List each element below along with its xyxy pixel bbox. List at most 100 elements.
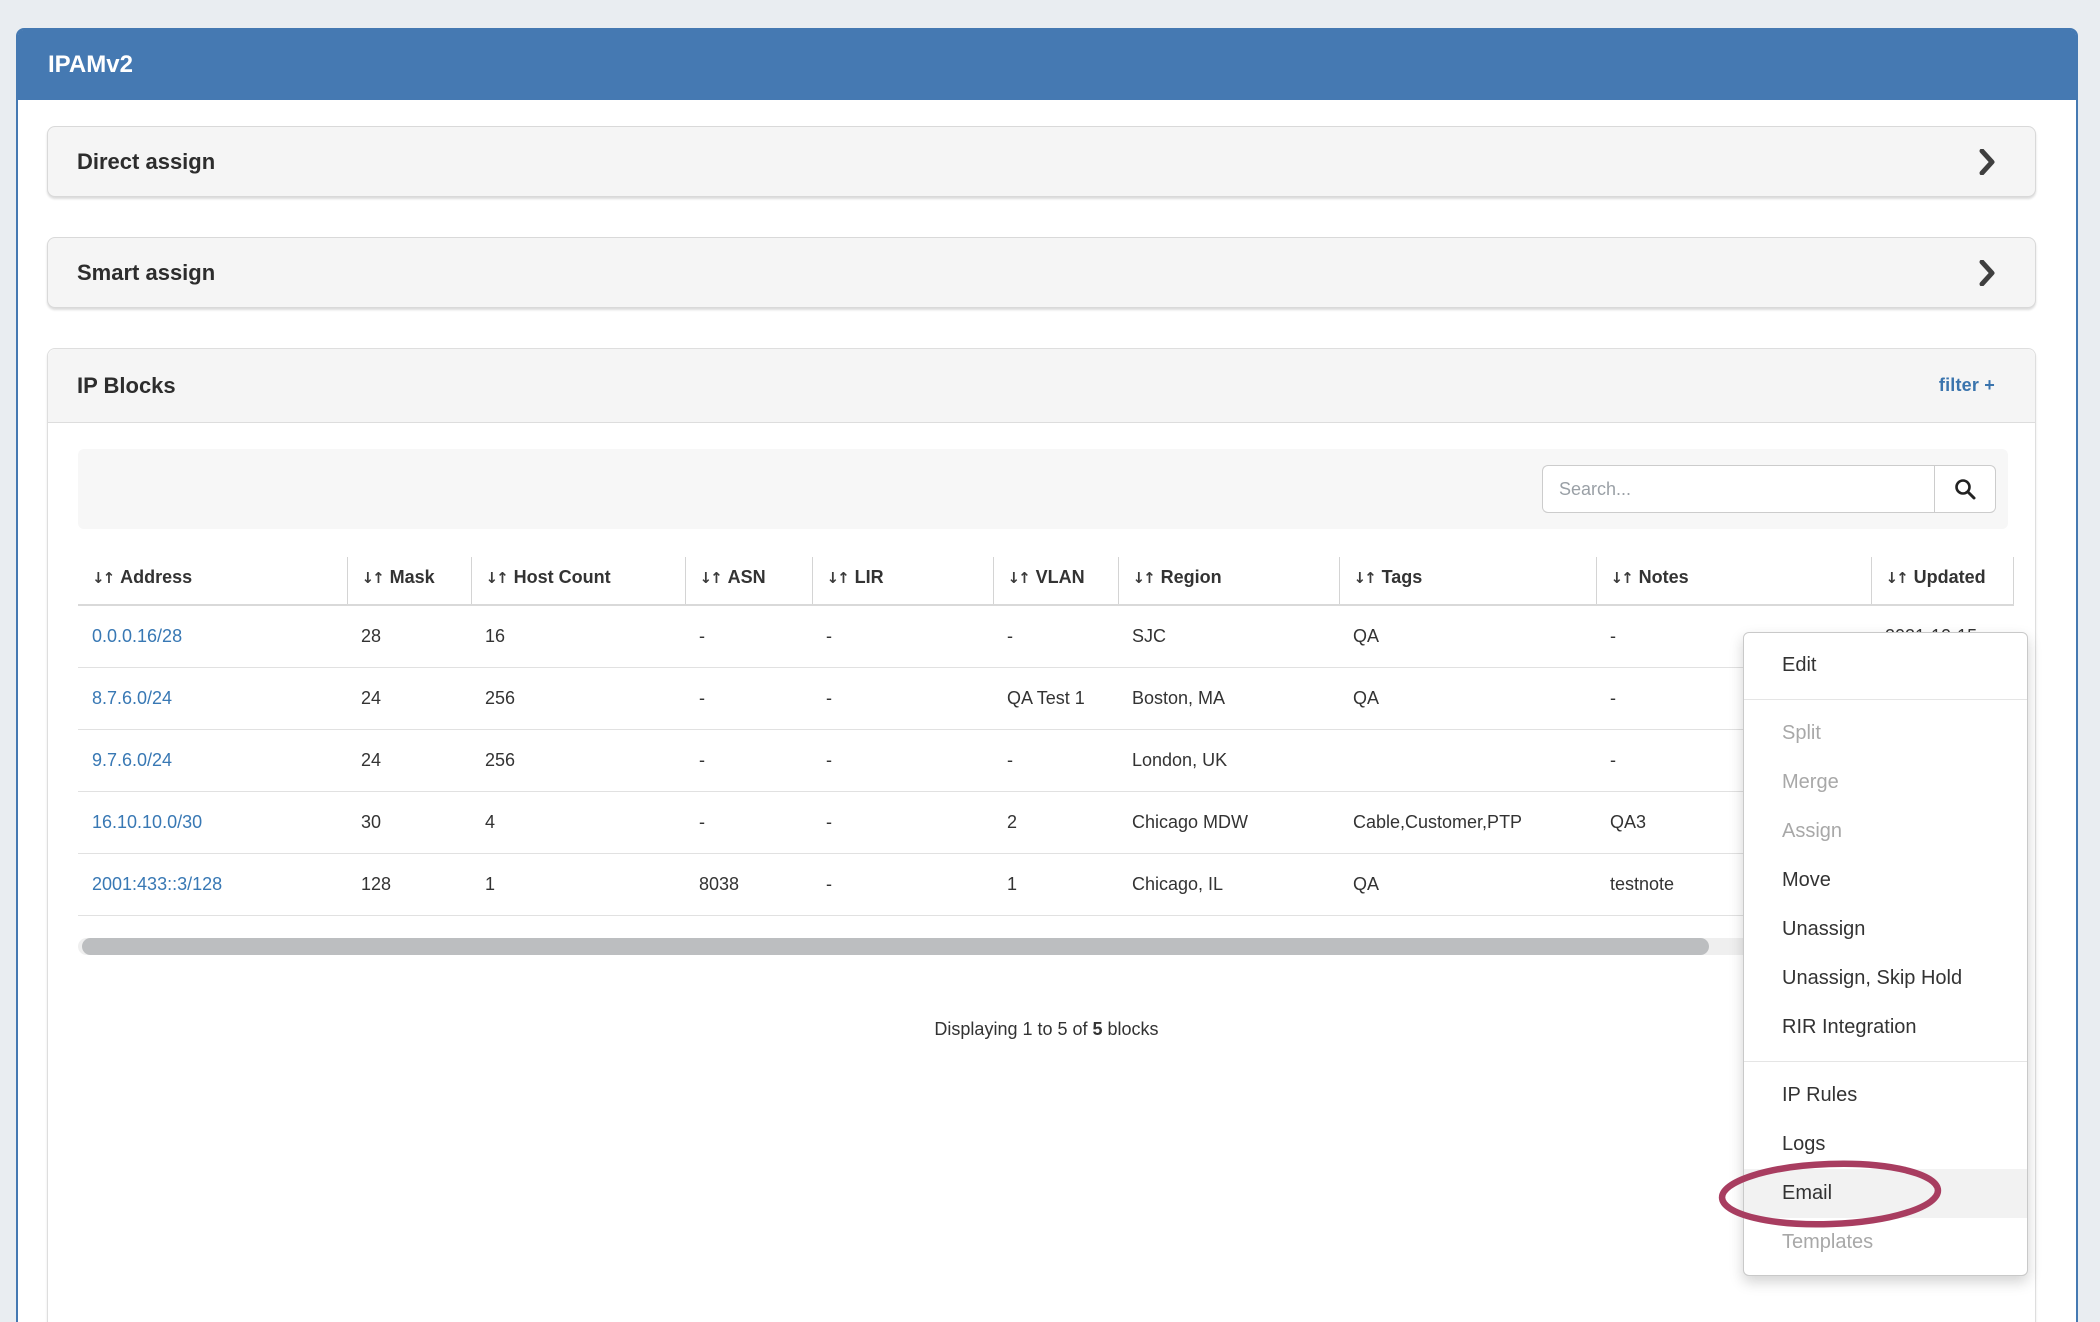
column-label: Region bbox=[1160, 567, 1222, 587]
menu-item-move[interactable]: Move bbox=[1782, 869, 1831, 891]
column-header-address[interactable]: ↓↑ Address bbox=[78, 557, 348, 606]
cell-region: Chicago, IL bbox=[1118, 853, 1339, 916]
menu-item-unassign[interactable]: Unassign bbox=[1782, 918, 1866, 940]
sort-icon: ↓↑ bbox=[1353, 569, 1377, 587]
ip-blocks-header: IP Blocks filter + bbox=[48, 349, 2035, 423]
column-header-lir[interactable]: ↓↑ LIR bbox=[812, 557, 994, 606]
address-link[interactable]: 8.7.6.0/24 bbox=[92, 687, 173, 708]
search-button[interactable] bbox=[1934, 465, 1996, 513]
address-link[interactable]: 0.0.0.16/28 bbox=[92, 625, 183, 646]
sort-icon: ↓↑ bbox=[1007, 569, 1031, 587]
menu-item-split: Split bbox=[1782, 722, 1821, 744]
table-row: 2001:433::3/128 128 1 8038-1 Chicago, IL QA te… bbox=[78, 853, 2013, 916]
direct-assign-panel[interactable]: Direct assign bbox=[47, 126, 2036, 197]
filter-link[interactable]: filter + bbox=[1938, 375, 1995, 395]
menu-item-unassign-skip-hold[interactable]: Unassign, Skip Hold bbox=[1782, 967, 1963, 989]
cell-address: 16.10.10.0/30 bbox=[78, 791, 347, 854]
cell-asn: - bbox=[685, 729, 812, 792]
table-row: 9.7.6.0/24 24 256- - - London, UK - bbox=[78, 729, 2013, 792]
column-label: VLAN bbox=[1035, 567, 1085, 587]
summary-prefix: Displaying 1 to 5 of bbox=[934, 1018, 1093, 1039]
cell-vlan: - bbox=[993, 605, 1118, 668]
cell-host-count: 4 bbox=[471, 791, 685, 854]
cell-mask: 24 bbox=[347, 667, 471, 730]
column-header-vlan[interactable]: ↓↑ VLAN bbox=[993, 557, 1119, 606]
sort-icon: ↓↑ bbox=[485, 569, 509, 587]
summary-suffix: blocks bbox=[1102, 1018, 1159, 1039]
cell-asn: - bbox=[685, 667, 812, 730]
cell-address: 2001:433::3/128 bbox=[78, 853, 347, 916]
smart-assign-panel[interactable]: Smart assign bbox=[47, 237, 2036, 308]
cell-mask: 28 bbox=[347, 605, 471, 668]
chevron-right-icon bbox=[1979, 259, 1995, 286]
column-header-region[interactable]: ↓↑ Region bbox=[1118, 557, 1340, 606]
address-link[interactable]: 2001:433::3/128 bbox=[92, 873, 223, 894]
cell-lir: - bbox=[812, 667, 993, 730]
column-header-tags[interactable]: ↓↑ Tags bbox=[1339, 557, 1597, 606]
horizontal-scrollbar-thumb[interactable] bbox=[82, 937, 1710, 955]
cell-lir: - bbox=[812, 853, 993, 916]
cell-vlan: 1 bbox=[993, 853, 1118, 916]
menu-item-edit[interactable]: Edit bbox=[1782, 654, 1817, 676]
ip-blocks-table: ↓↑ Address ↓↑ Mask ↓↑ Host Count ↓↑ ASN ↓↑ LIR ↓↑ V… bbox=[78, 557, 2014, 916]
cell-mask: 30 bbox=[347, 791, 471, 854]
cell-region: Chicago MDW bbox=[1118, 791, 1339, 854]
sort-icon: ↓↑ bbox=[1132, 569, 1156, 587]
address-link[interactable]: 16.10.10.0/30 bbox=[92, 811, 203, 832]
sort-icon: ↓↑ bbox=[1885, 569, 1909, 587]
smart-assign-title: Smart assign bbox=[77, 259, 216, 285]
cell-tags: QA bbox=[1339, 853, 1596, 916]
cell-mask: 24 bbox=[347, 729, 471, 792]
table-body: 0.0.0.16/282816---SJCQA-2021-10-158.7.6.… bbox=[78, 605, 2013, 916]
menu-item-merge: Merge bbox=[1782, 771, 1839, 793]
sort-icon: ↓↑ bbox=[699, 569, 723, 587]
menu-item-rir-integration[interactable]: RIR Integration bbox=[1782, 1016, 1917, 1038]
sort-icon: ↓↑ bbox=[826, 569, 850, 587]
menu-item-templates: Templates bbox=[1782, 1231, 1874, 1253]
cell-lir: - bbox=[812, 605, 993, 668]
menu-item-email[interactable]: Email bbox=[1744, 1169, 2027, 1218]
column-label: LIR bbox=[854, 567, 884, 587]
address-link[interactable]: 9.7.6.0/24 bbox=[92, 749, 173, 770]
cell-address: 9.7.6.0/24 bbox=[78, 729, 347, 792]
cell-region: Boston, MA bbox=[1118, 667, 1339, 730]
column-label: Notes bbox=[1638, 567, 1689, 587]
cell-asn: 8038 bbox=[685, 853, 812, 916]
column-label: Tags bbox=[1381, 567, 1423, 587]
menu-item-assign: Assign bbox=[1782, 820, 1843, 842]
table-row: 16.10.10.0/30 30 4- -2 Chicago MDW Cable,Cust… bbox=[78, 791, 2013, 854]
cell-host-count: 16 bbox=[471, 605, 685, 668]
search-group bbox=[1542, 465, 1996, 513]
ip-blocks-body: ↓↑Address↓↑Mask↓↑Host Count↓↑ASN↓↑LIR↓↑V… bbox=[48, 423, 2035, 1040]
search-input[interactable] bbox=[1542, 465, 1934, 513]
direct-assign-title: Direct assign bbox=[77, 148, 216, 174]
column-header-mask[interactable]: ↓↑ Mask bbox=[347, 557, 472, 606]
column-label: Updated bbox=[1913, 567, 1986, 587]
menu-item-ip-rules[interactable]: IP Rules bbox=[1782, 1084, 1858, 1106]
column-label: Host Count bbox=[513, 567, 611, 587]
cell-tags: Cable,Customer,PTP bbox=[1339, 791, 1596, 854]
sort-icon: ↓↑ bbox=[1610, 569, 1634, 587]
table-header-row: ↓↑ Address ↓↑ Mask ↓↑ Host Count ↓↑ ASN ↓↑ LIR ↓↑ V… bbox=[78, 557, 2014, 606]
summary-count: 5 bbox=[1092, 1018, 1103, 1039]
cell-tags: QA bbox=[1339, 667, 1596, 730]
cell-lir: - bbox=[812, 791, 993, 854]
menu-item-logs[interactable]: Logs bbox=[1782, 1133, 1826, 1155]
cell-address: 8.7.6.0/24 bbox=[78, 667, 347, 730]
column-header-asn[interactable]: ↓↑ ASN bbox=[685, 557, 813, 606]
cell-region: London, UK bbox=[1118, 729, 1339, 792]
cell-vlan: - bbox=[993, 729, 1118, 792]
column-header-notes[interactable]: ↓↑ Notes bbox=[1596, 557, 1872, 606]
cell-mask: 128 bbox=[347, 853, 471, 916]
cell-address: 0.0.0.16/28 bbox=[78, 605, 347, 668]
app-title: IPAMv2 bbox=[48, 51, 133, 78]
table-summary: Displaying 1 to 5 of 5 blocks bbox=[78, 1019, 2015, 1040]
column-header-updated[interactable]: ↓↑ Updated bbox=[1871, 557, 2014, 606]
sort-icon: ↓↑ bbox=[361, 569, 385, 587]
cell-tags bbox=[1339, 729, 1596, 792]
column-header-host-count[interactable]: ↓↑ Host Count bbox=[471, 557, 686, 606]
cell-lir: - bbox=[812, 729, 993, 792]
app-header: IPAMv2 bbox=[18, 30, 2076, 100]
cell-host-count: 256 bbox=[471, 729, 685, 792]
